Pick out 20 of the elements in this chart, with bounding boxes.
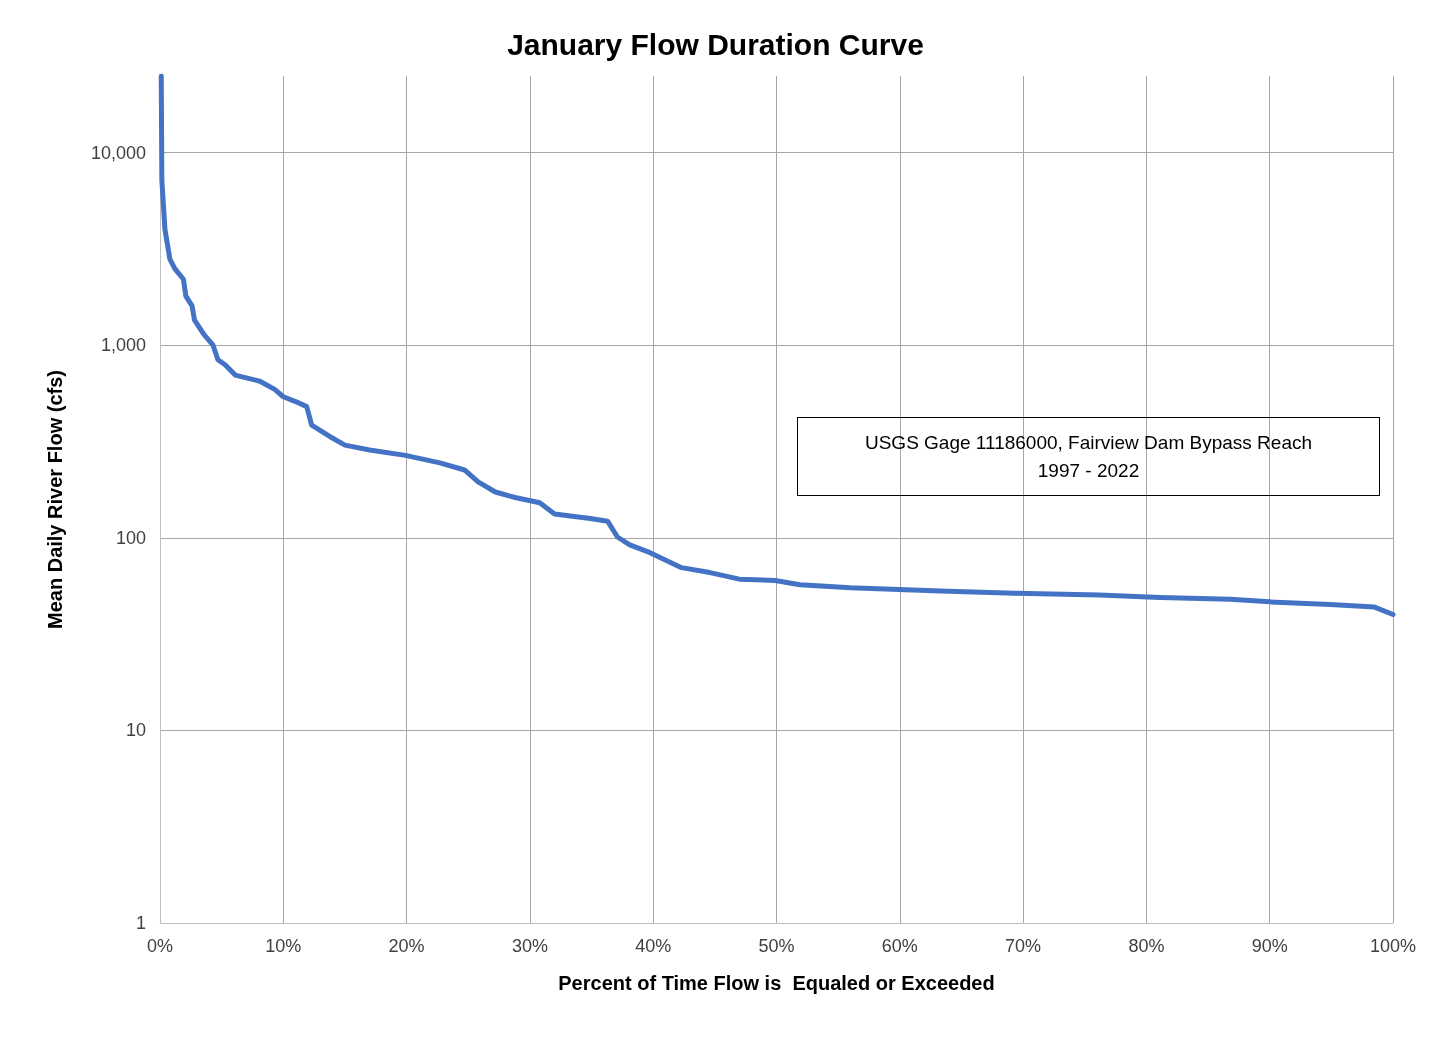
y-axis-title: Mean Daily River Flow (cfs) [44,370,66,629]
x-tick-label: 0% [146,936,174,956]
y-tick-label: 10 [125,720,146,741]
x-tick-label: 10% [265,936,302,956]
y-tick-label: 100 [115,527,146,548]
y-tick-label: 1 [135,913,146,933]
x-tick-label: 20% [388,936,425,956]
y-tick-label: 10,000 [90,142,146,163]
x-tick-label: 50% [758,936,795,956]
x-tick-label: 40% [635,936,672,956]
annotation: USGS Gage 11186000, Fairview Dam Bypass Reach 1997 - 2022 [797,417,1380,496]
chart-title: January Flow Duration Curve [507,27,924,61]
x-tick-label: 100% [1369,936,1417,956]
x-tick-label: 30% [511,936,548,956]
x-tick-label: 80% [1128,936,1165,956]
x-tick-label: 90% [1251,936,1288,956]
x-axis-title: Percent of Time Flow is Equaled or Exceeded [558,972,995,994]
y-tick-label: 1,000 [100,335,146,356]
x-tick-label: 70% [1005,936,1042,956]
x-tick-label: 60% [881,936,918,956]
